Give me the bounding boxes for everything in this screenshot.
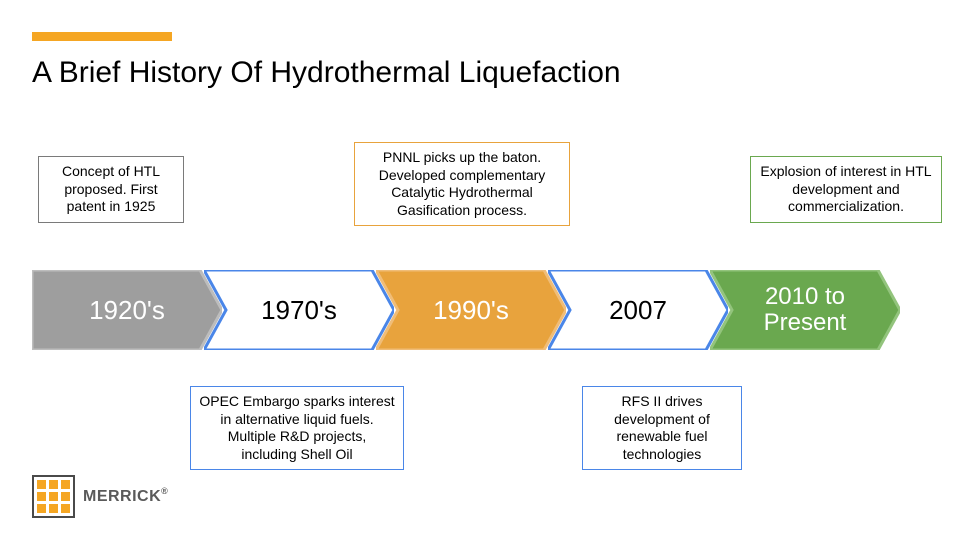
- timeline-item-1: 1970's: [204, 270, 394, 350]
- timeline-item-3: 2007: [548, 270, 728, 350]
- callout-c2: PNNL picks up the baton. Developed compl…: [354, 142, 570, 226]
- timeline: 1920's1970's1990's20072010 to Present: [32, 270, 940, 350]
- callout-c4: OPEC Embargo sparks interest in alternat…: [190, 386, 404, 470]
- timeline-item-0: 1920's: [32, 270, 222, 350]
- timeline-item-2: 1990's: [376, 270, 566, 350]
- callout-c5: RFS II drives development of renewable f…: [582, 386, 742, 470]
- accent-bar: [32, 32, 172, 41]
- callout-c3: Explosion of interest in HTL development…: [750, 156, 942, 223]
- logo-text: MERRICK: [83, 488, 168, 506]
- callout-c1: Concept of HTL proposed. First patent in…: [38, 156, 184, 223]
- timeline-item-4: 2010 to Present: [710, 270, 900, 350]
- logo: MERRICK: [32, 475, 168, 518]
- logo-grid-icon: [32, 475, 75, 518]
- page-title: A Brief History Of Hydrothermal Liquefac…: [32, 56, 621, 90]
